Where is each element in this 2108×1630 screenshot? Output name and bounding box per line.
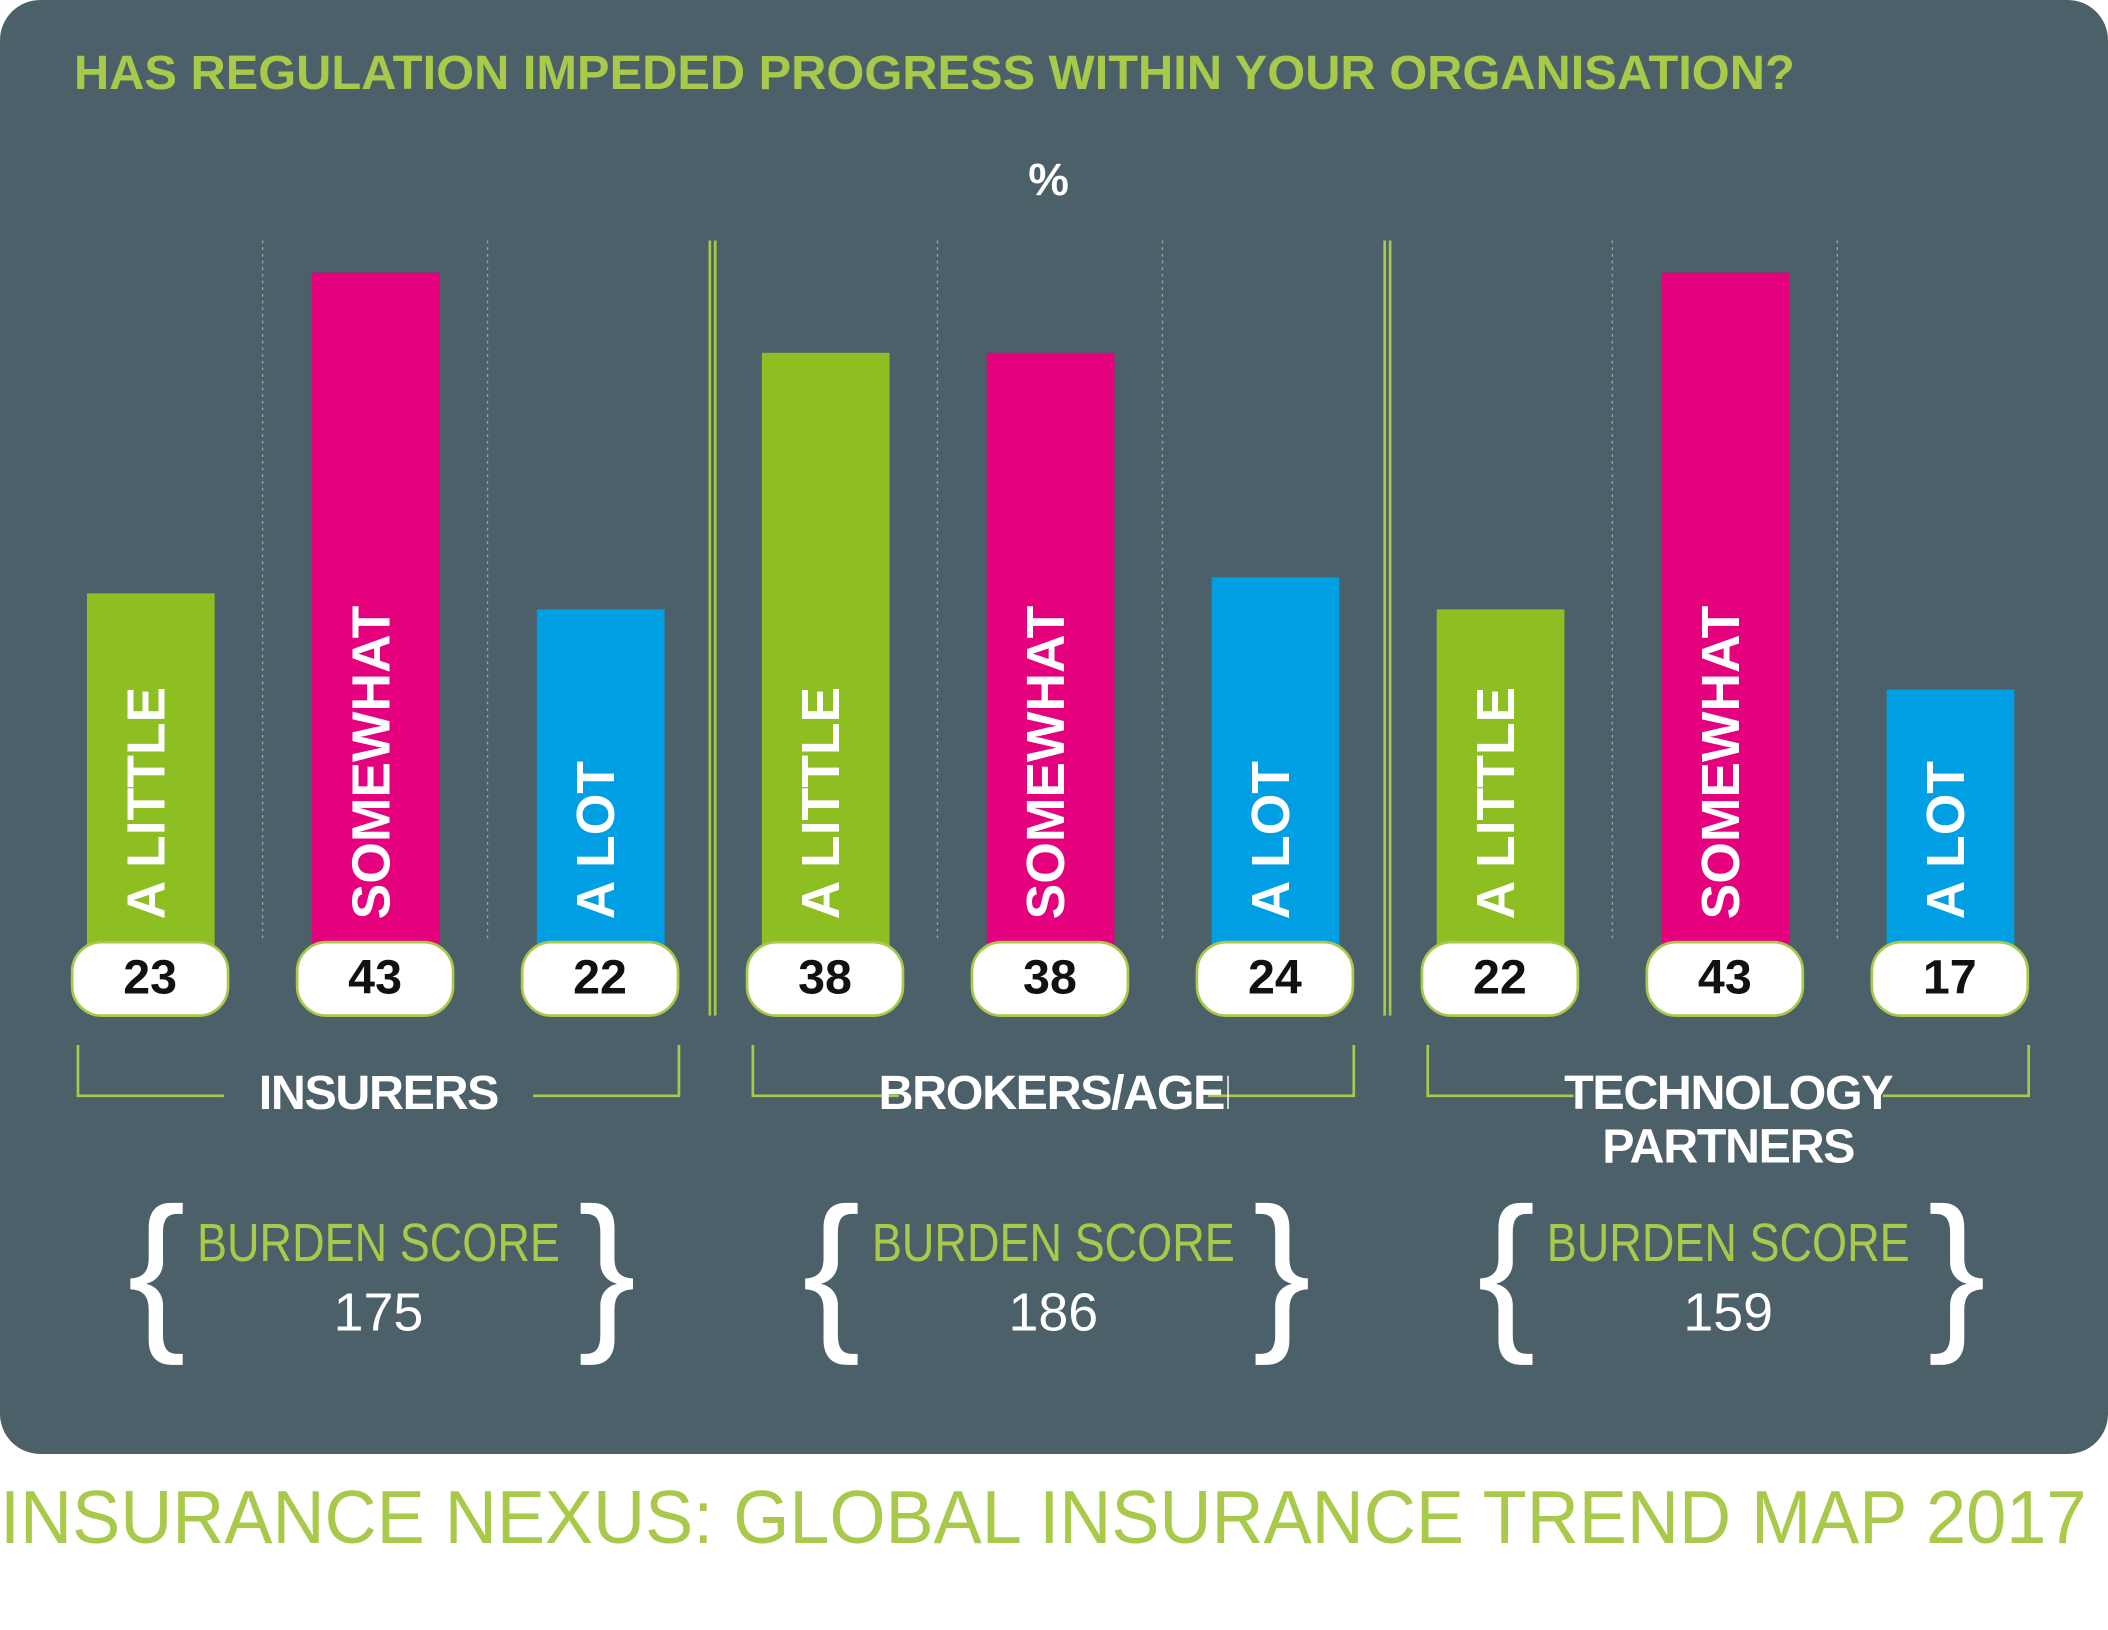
brace: } xyxy=(1928,1171,1986,1365)
brace: { xyxy=(127,1171,185,1365)
value-pill xyxy=(70,940,230,1017)
brace: } xyxy=(578,1171,636,1365)
value-label: 22 xyxy=(1473,951,1527,1005)
footer: INSURANCE NEXUS: GLOBAL INSURANCE TREND … xyxy=(0,1475,2086,1559)
bar-label: A LOT xyxy=(1916,761,1976,920)
brace: { xyxy=(802,1171,860,1365)
bar-label: SOMEWHAT xyxy=(341,605,401,919)
bar-label: A LITTLE xyxy=(791,687,851,920)
bar-label: SOMEWHAT xyxy=(1016,605,1076,919)
value-pill xyxy=(1645,940,1805,1017)
value-pill xyxy=(745,940,905,1017)
unit-label: % xyxy=(1028,154,1069,205)
bar xyxy=(86,593,215,963)
value-label: 43 xyxy=(1698,951,1752,1005)
bar xyxy=(1211,577,1340,963)
value-pill xyxy=(1420,940,1580,1017)
value-label: 24 xyxy=(1248,951,1302,1005)
brace: { xyxy=(1477,1171,1535,1365)
bar-label: A LOT xyxy=(1241,761,1301,920)
burden-score: 186 xyxy=(1008,1283,1098,1343)
value-pill xyxy=(970,940,1130,1017)
chart-title: HAS REGULATION IMPEDED PROGRESS WITHIN Y… xyxy=(74,46,1795,100)
value-label: 23 xyxy=(123,951,177,1005)
burden-label: BURDEN SCORE xyxy=(1547,1213,1910,1273)
burden-score: 159 xyxy=(1683,1283,1773,1343)
group-label-box: TECHNOLOGY PARTNERS xyxy=(1564,1066,1893,1174)
value-pill xyxy=(1870,940,2030,1017)
bar xyxy=(1436,609,1565,963)
bar-label: A LITTLE xyxy=(1466,687,1526,920)
value-pill xyxy=(1195,940,1355,1017)
bar xyxy=(536,609,665,963)
value-label: 38 xyxy=(1023,951,1077,1005)
bar xyxy=(311,272,440,963)
value-label: 43 xyxy=(348,951,402,1005)
brace: } xyxy=(1253,1171,1311,1365)
burden-label: BURDEN SCORE xyxy=(872,1213,1235,1273)
group-label: TECHNOLOGY PARTNERS xyxy=(1564,1066,1893,1174)
bar xyxy=(986,352,1115,963)
bar-label: A LITTLE xyxy=(116,687,176,920)
bar xyxy=(1886,689,2015,963)
value-label: 38 xyxy=(798,951,852,1005)
bar xyxy=(1661,272,1790,963)
bar-label: SOMEWHAT xyxy=(1691,605,1751,919)
group-label: INSURERS xyxy=(258,1066,500,1120)
value-label: 22 xyxy=(573,951,627,1005)
value-pill xyxy=(520,940,680,1017)
group-label-box: BROKERS/AGENTS xyxy=(878,1066,1229,1120)
value-label: 17 xyxy=(1923,951,1977,1005)
bar xyxy=(761,352,890,963)
group-label-box: INSURERS xyxy=(258,1066,500,1120)
burden-score: 175 xyxy=(334,1283,424,1343)
group-label: BROKERS/AGENTS xyxy=(878,1066,1229,1120)
value-pill xyxy=(295,940,455,1017)
group-bracket xyxy=(76,1045,681,1098)
bar-label: A LOT xyxy=(566,761,626,920)
group-bracket xyxy=(751,1045,1356,1098)
group-bracket xyxy=(1426,1045,2031,1098)
burden-label: BURDEN SCORE xyxy=(197,1213,560,1273)
